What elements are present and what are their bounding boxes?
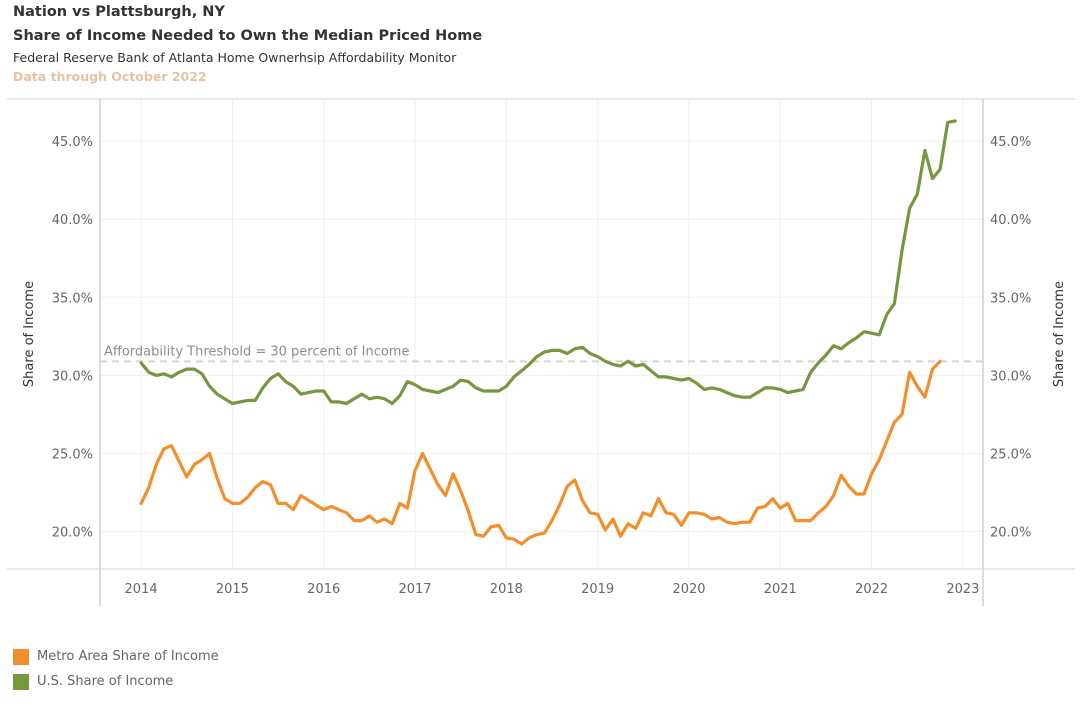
y-tick-label-left: 35.0% [52,291,93,306]
y-tick-label-right: 35.0% [990,291,1031,306]
y-tick-label-left: 25.0% [52,447,93,462]
x-tick-label: 2019 [581,582,614,597]
y-tick-label-right: 20.0% [990,526,1031,541]
legend-swatch-metro [13,648,29,665]
x-tick-label: 2023 [946,582,979,597]
axes [7,99,1075,606]
legend-label-metro: Metro Area Share of Income [37,649,219,664]
chart-subtitle: Share of Income Needed to Own the Median… [13,28,483,44]
x-tick-label: 2016 [307,582,340,597]
legend-item-metro[interactable]: Metro Area Share of Income [13,644,219,669]
x-tick-label: 2014 [125,582,158,597]
y-tick-label-left: 30.0% [52,369,93,384]
threshold-annotation: Affordability Threshold = 30 percent of … [104,344,409,359]
metro-share-line [139,359,942,546]
legend-label-us: U.S. Share of Income [37,674,174,689]
y-tick-label-left: 20.0% [52,526,93,541]
y-tick-label-right: 25.0% [990,447,1031,462]
line-chart: 20.0% 20.0% 25.0% 25.0% 30.0% 30.0% 35.0% 35.0%… [7,98,1075,606]
chart-source: Federal Reserve Bank of Atlanta Home Own… [13,50,457,65]
y-tick-label-left: 45.0% [52,135,93,150]
y-tick-label-right: 30.0% [990,369,1031,384]
y-axis-label-right: Share of Income [1052,281,1067,387]
y-tick-label-right: 45.0% [990,135,1031,150]
series-lines [139,119,957,546]
x-tick-label: 2018 [490,582,523,597]
x-tick-label: 2020 [672,582,705,597]
y-tick-label-left: 40.0% [52,213,93,228]
chart-title: Nation vs Plattsburgh, NY [13,4,225,20]
y-axis-label-left: Share of Income [22,281,37,387]
x-tick-label: 2022 [855,582,888,597]
legend-item-us[interactable]: U.S. Share of Income [13,669,219,694]
us-share-line [139,119,957,406]
tick-labels: 20.0% 20.0% 25.0% 25.0% 30.0% 30.0% 35.0% 35.0%… [52,135,1032,597]
x-tick-label: 2015 [216,582,249,597]
data-through-note: Data through October 2022 [13,69,207,84]
x-tick-label: 2017 [398,582,431,597]
legend-swatch-us [13,673,29,690]
gridlines [100,99,983,569]
y-tick-label-right: 40.0% [990,213,1031,228]
x-tick-label: 2021 [764,582,797,597]
legend: Metro Area Share of Income U.S. Share of… [13,644,219,694]
